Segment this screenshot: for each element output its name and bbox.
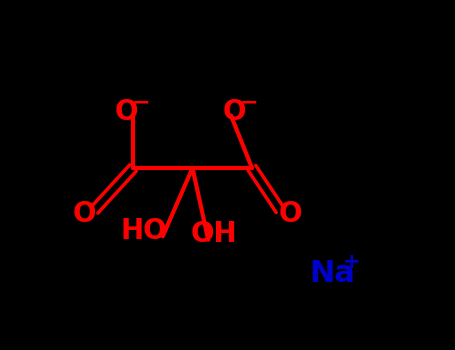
Text: −: − xyxy=(131,92,150,112)
Text: O: O xyxy=(72,199,96,228)
Text: Na: Na xyxy=(309,259,355,287)
Text: OH: OH xyxy=(190,220,237,248)
Text: HO: HO xyxy=(120,217,167,245)
Text: O: O xyxy=(223,98,246,126)
Text: O: O xyxy=(279,199,302,228)
Text: −: − xyxy=(240,92,258,112)
Text: O: O xyxy=(114,98,138,126)
Text: +: + xyxy=(343,252,360,273)
